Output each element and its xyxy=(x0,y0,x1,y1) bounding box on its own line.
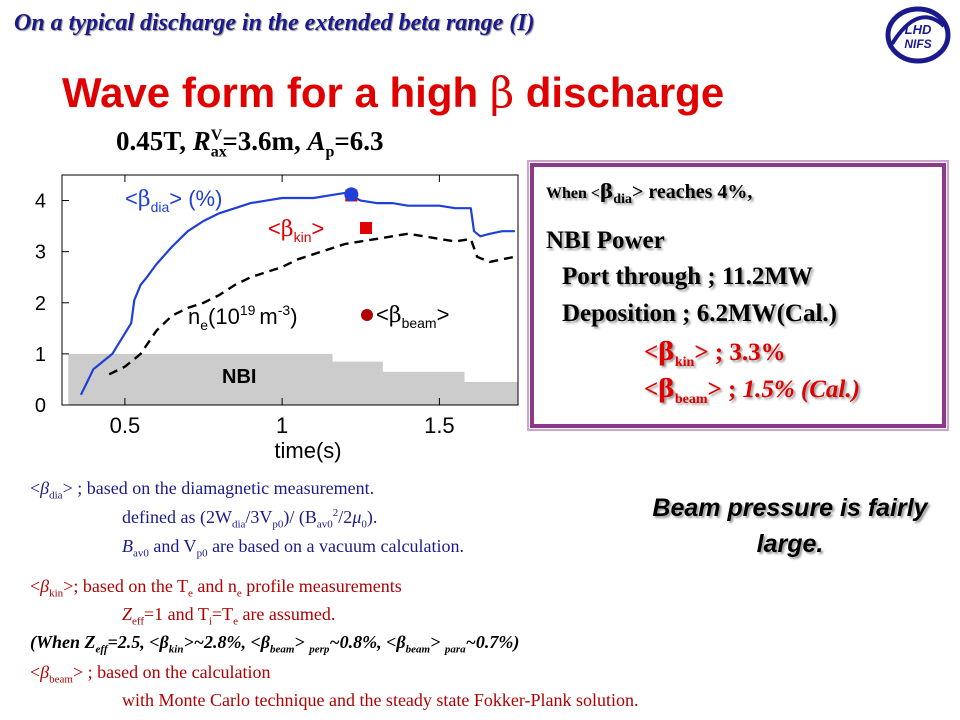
y-tick-label: 1 xyxy=(35,344,46,366)
label-ne: ne(1019 m-3) xyxy=(188,302,298,333)
x-tick-label: 1 xyxy=(276,413,288,438)
y-tick-label: 2 xyxy=(35,293,46,315)
label-beta-dia: <βdia> (%) xyxy=(125,186,222,215)
plot-frame xyxy=(61,174,519,406)
infobox-line-4: Deposition ; 6.2MW(Cal.) xyxy=(562,300,837,327)
series-line-beta-dia xyxy=(79,191,515,396)
note-when-zeff: (When Zeff=2.5, <βkin>~2.8%, <βbeam> per… xyxy=(30,632,520,656)
legend-square-kin xyxy=(360,222,372,234)
label-beta-kin: <βkin> xyxy=(268,216,324,245)
y-tick-label: 4 xyxy=(35,191,46,213)
note-beam-line-1: <βbeam> ; based on the calculation xyxy=(30,662,271,686)
note-beam-line-2: with Monte Carlo technique and the stead… xyxy=(122,690,639,710)
marker-beta-beam xyxy=(344,187,359,202)
nbi-info-box: When <βdia> reaches 4%, NBI Power Port t… xyxy=(527,160,949,431)
series-line-ne xyxy=(108,232,516,376)
x-tick-label: 0.5 xyxy=(110,413,141,438)
label-nbi: NBI xyxy=(222,366,256,388)
infobox-line-2: NBI Power xyxy=(546,227,665,254)
infobox-line-1: When <βdia> reaches 4%, xyxy=(546,179,753,207)
note-dia-line-3: Bav0 and Vp0 are based on a vacuum calcu… xyxy=(122,536,464,560)
note-kin-line-1: <βkin>; based on the Te and ne profile m… xyxy=(30,576,402,600)
y-tick-label: 0 xyxy=(35,395,46,417)
x-axis-label: time(s) xyxy=(274,438,341,463)
slide-header: On a typical discharge in the extended b… xyxy=(14,10,535,36)
beta-symbol: β xyxy=(489,68,515,117)
beam-pressure-note: Beam pressure is fairly large. xyxy=(652,494,928,558)
infobox-line-3: Port through ; 11.2MW xyxy=(562,263,813,290)
label-beta-beam: <βbeam> xyxy=(376,302,449,331)
svg-text:LHD: LHD xyxy=(905,22,932,37)
svg-text:NIFS: NIFS xyxy=(904,37,931,51)
discharge-conditions: 0.45T, RaxV=3.6m, Ap=6.3 xyxy=(116,126,384,161)
infobox-line-6: <βbeam> ; 1.5% (Cal.) xyxy=(644,374,860,407)
series-area-nbi xyxy=(68,353,519,405)
note-dia-line-2: defined as (2Wdia/3Vp0)/ (Bav02/2μ0). xyxy=(122,507,378,531)
legend-circle-beam xyxy=(361,309,373,321)
infobox-line-5: <βkin> ; 3.3% xyxy=(644,337,786,370)
slide-title: Wave form for a high β discharge xyxy=(62,68,725,117)
waveform-chart: 0.5 1 1.5 0 1 2 3 4 time(s) <βdia> (%) <βkin> n… xyxy=(35,174,519,463)
note-kin-line-2: Zeff=1 and Ti=Te are assumed. xyxy=(122,604,336,628)
y-tick-label: 3 xyxy=(35,242,46,264)
x-tick-label: 1.5 xyxy=(424,413,455,438)
lhd-nifs-logo: LHD NIFS xyxy=(885,6,951,64)
note-dia-line-1: <βdia> ; based on the diamagnetic measur… xyxy=(30,478,375,502)
